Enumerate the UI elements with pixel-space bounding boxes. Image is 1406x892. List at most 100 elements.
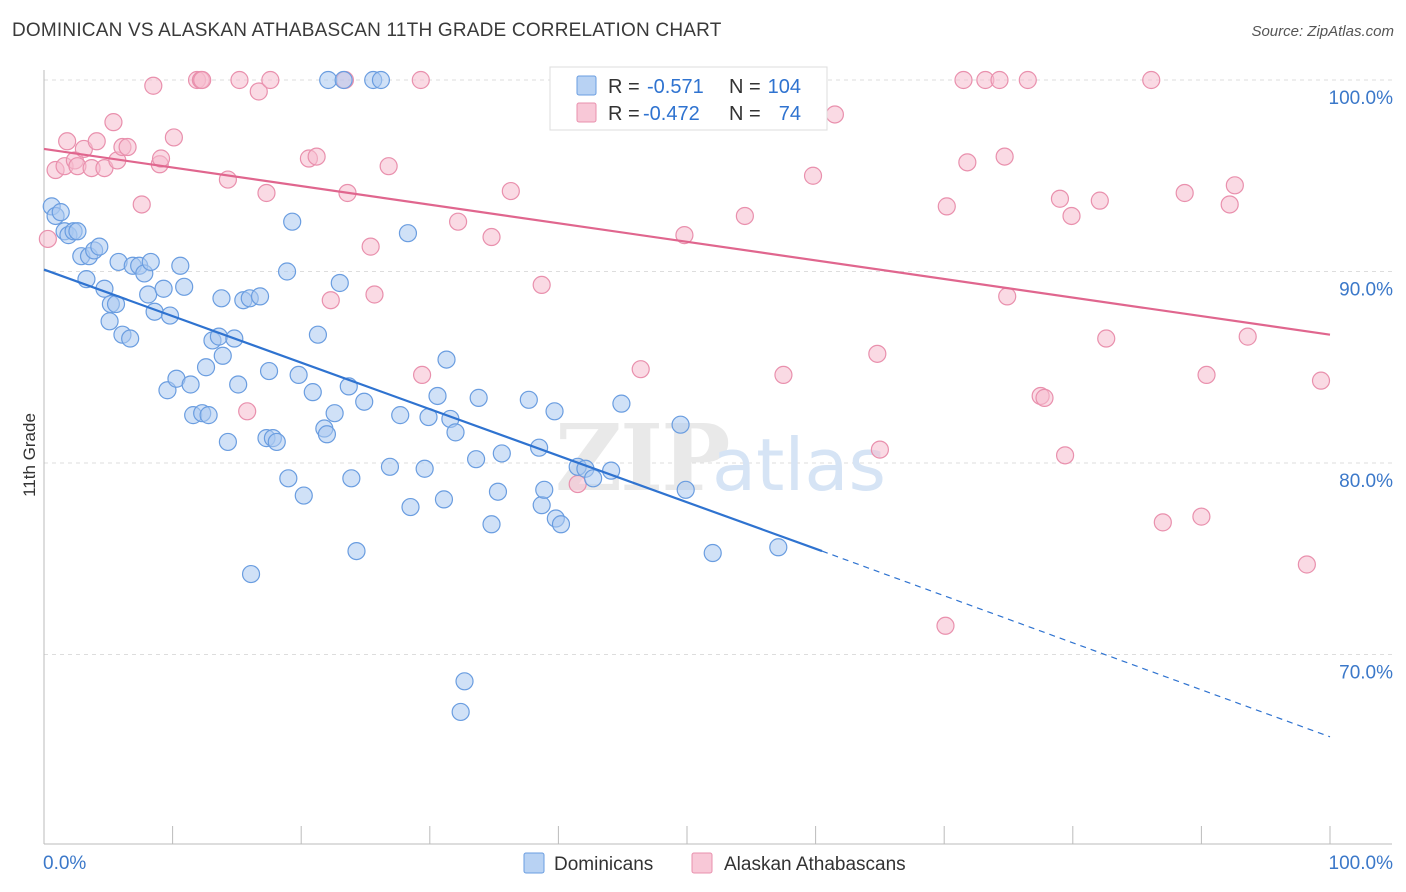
y-tick-labels: 100.0% 90.0% 80.0% 70.0%: [1329, 88, 1394, 684]
alaskan-athabascans-point-57: [995, 147, 1014, 166]
dominicans-point-94: [584, 469, 603, 488]
alaskan-athabascans-points: [38, 70, 1331, 635]
dominicans-point-96: [612, 394, 631, 413]
bottom-legend-label-dominicans: Dominicans: [554, 854, 653, 875]
alaskan-athabascans-point-47: [803, 166, 823, 185]
legend-n-label-2: N =: [729, 103, 761, 125]
dominicans-point-16: [100, 312, 119, 331]
alaskan-athabascans-point-43: [631, 360, 650, 379]
dominicans-point-11: [90, 237, 109, 256]
alaskan-athabascans-point-63: [1055, 446, 1075, 465]
alaskan-athabascans-point-59: [1018, 70, 1037, 90]
watermark-atlas: atlas: [712, 423, 886, 507]
bottom-legend-swatch-dominicans: [523, 852, 545, 874]
dominicans-point-76: [428, 386, 447, 406]
alaskan-athabascans-point-39: [482, 227, 501, 247]
alaskan-athabascans-point-17: [151, 149, 171, 168]
alaskan-athabascans-point-30: [321, 291, 340, 310]
y-axis-title: 11th Grade: [20, 413, 39, 497]
legend-n-value-2: 74: [779, 103, 801, 125]
legend-r-label-2: R =: [608, 103, 640, 125]
alaskan-athabascans-point-75: [1297, 555, 1316, 574]
dominicans-point-90: [551, 515, 571, 534]
dominicans-point-69: [380, 457, 400, 476]
dominicans-point-52: [279, 469, 298, 488]
alaskan-athabascans-point-66: [1097, 329, 1116, 348]
dominicans-point-59: [325, 404, 344, 423]
dominicans-point-79: [455, 672, 474, 691]
alaskan-athabascans-point-40: [501, 181, 520, 201]
dominicans-point-101: [241, 564, 261, 584]
legend-swatch-alaskan-athabascans: [576, 102, 597, 123]
alaskan-athabascans-point-10: [104, 113, 123, 132]
dominicans-point-24: [141, 252, 160, 272]
dominicans-point-99: [703, 543, 722, 563]
alaskan-athabascans-point-45: [735, 206, 754, 226]
dominicans-point-68: [371, 70, 391, 90]
dominicans-point-42: [212, 289, 231, 308]
alaskan-athabascans-point-52: [937, 197, 956, 216]
legend-r-label-1: R =: [608, 76, 640, 98]
alaskan-athabascans-point-8: [87, 132, 106, 151]
alaskan-athabascans-point-36: [412, 365, 432, 385]
dominicans-point-81: [466, 450, 486, 469]
dominicans-trend-extension: [821, 550, 1331, 738]
dominicans-point-75: [434, 490, 454, 509]
alaskan-athabascans-point-37: [411, 70, 430, 90]
alaskan-athabascans-point-44: [675, 226, 694, 245]
alaskan-athabascans-point-56: [990, 70, 1009, 90]
x-tick-label-min: 0.0%: [43, 853, 86, 874]
trend-lines: [43, 147, 1331, 738]
dominicans-point-72: [401, 497, 420, 517]
alaskan-athabascans-point-62: [1050, 189, 1070, 208]
alaskan-athabascans-point-67: [1142, 70, 1161, 90]
alaskan-athabascans-point-15: [144, 76, 163, 95]
dominicans-trend-line: [43, 268, 823, 553]
dominicans-point-85: [492, 444, 511, 463]
alaskan-athabascans-point-0: [38, 229, 57, 249]
alaskan-athabascans-point-26: [257, 183, 276, 203]
dominicans-point-63: [347, 541, 366, 561]
dominicans-point-73: [415, 459, 434, 478]
alaskan-athabascans-point-61: [1035, 388, 1054, 407]
dominicans-point-48: [267, 432, 286, 452]
legend-r-value-2: -0.472: [643, 103, 700, 125]
dominicans-point-2: [51, 203, 70, 222]
y-tick-label-2: 80.0%: [1339, 471, 1393, 492]
dominicans-point-28: [175, 277, 194, 296]
source-label: Source: ZipAtlas.com: [1251, 23, 1394, 40]
alaskan-athabascans-point-3: [58, 132, 77, 151]
alaskan-athabascans-point-34: [365, 285, 384, 304]
bottom-legend: Dominicans Alaskan Athabascans: [523, 852, 906, 875]
y-tick-label-0: 100.0%: [1329, 88, 1394, 109]
dominicans-point-98: [676, 480, 695, 499]
dominicans-point-78: [437, 350, 456, 369]
dominicans-point-56: [308, 325, 328, 344]
alaskan-athabascans-point-27: [261, 70, 280, 90]
alaskan-athabascans-point-14: [132, 195, 151, 214]
dominicans-point-55: [303, 383, 322, 402]
alaskan-athabascans-point-48: [825, 105, 844, 124]
dominicans-point-31: [181, 375, 200, 394]
alaskan-athabascans-point-51: [936, 616, 955, 635]
alaskan-athabascans-point-73: [1225, 176, 1244, 195]
dominicans-point-17: [121, 329, 140, 348]
alaskan-athabascans-point-25: [249, 82, 268, 101]
dominicans-point-91: [545, 402, 564, 421]
dominicans-point-38: [213, 346, 232, 365]
alaskan-athabascans-point-76: [1311, 371, 1331, 390]
alaskan-athabascans-point-46: [774, 365, 793, 385]
dominicans-point-6: [68, 222, 87, 241]
dominicans-point-64: [355, 392, 374, 411]
alaskan-athabascans-point-21: [193, 70, 212, 90]
alaskan-athabascans-trend-line: [43, 147, 1331, 336]
dominicans-point-39: [218, 432, 237, 452]
axes: [43, 70, 1392, 845]
dominicans-point-60: [330, 273, 349, 293]
alaskan-athabascans-point-68: [1153, 513, 1172, 532]
alaskan-athabascans-point-35: [379, 157, 398, 176]
legend-r-value-1: -0.571: [647, 76, 704, 98]
dominicans-point-84: [488, 482, 508, 501]
dominicans-point-54: [294, 486, 313, 505]
dominicans-point-100: [769, 538, 788, 557]
